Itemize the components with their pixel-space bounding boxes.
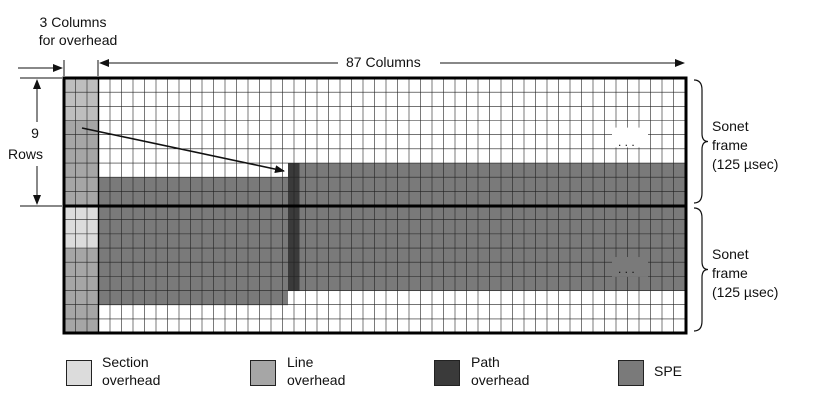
overhead-top-tint-1 [64,78,99,121]
rows-word-label: Rows [8,146,44,163]
rows-number-label: 9 [25,125,45,142]
pointer-arrow [81,127,285,174]
ellipsis-gap-top [612,127,648,148]
ellipsis-gap-bottom [612,257,648,277]
columns-label: 87 Columns [342,54,425,71]
frame-1-label-line1: Sonet [712,118,749,134]
spe-frame-1-right-edge [640,163,686,206]
legend-label-line-line1: Line [287,354,314,370]
spe-frame-2-right [288,206,686,292]
spe-frame-1-right [288,163,686,206]
legend-label-path-line1: Path [471,354,500,370]
frame-1-label-line3: (125 µsec) [712,156,779,172]
ellipsis-bottom: . . . [618,262,635,276]
frame-2-label-line1: Sonet [712,246,749,262]
spe-frame-2-left [98,206,288,306]
legend-label-section-line2: overhead [102,372,161,388]
overhead-columns-label-line1: 3 Columns [39,14,107,30]
legend-label-section-line1: Section [102,354,149,370]
legend-swatch-section-overhead [66,360,92,386]
legend-label-spe: SPE [654,363,683,379]
frame-2-label-line2: frame [712,265,748,281]
frame-1-label-line2: frame [712,137,748,153]
legend-swatch-path-overhead [434,360,460,386]
legend-swatch-line-overhead [250,360,276,386]
line-overhead-frame-2 [64,248,99,334]
frame-1-brace [693,79,709,204]
legend-swatch-spe [618,360,644,386]
section-overhead-frame-2a [64,206,99,249]
overhead-columns-label-line2: for overhead [38,32,118,48]
legend-label-path-line2: overhead [471,372,530,388]
frame-2-brace [693,207,709,332]
ellipsis-top: . . . [618,135,635,149]
frame-2-label-line3: (125 µsec) [712,284,779,300]
legend-label-line-line2: overhead [287,372,346,388]
